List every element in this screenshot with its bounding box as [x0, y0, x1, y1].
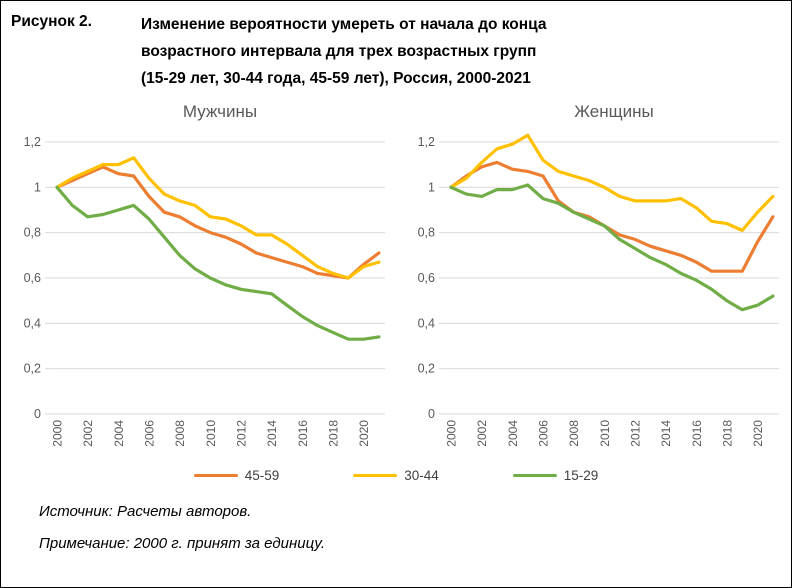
- legend-line-swatch: [193, 473, 238, 478]
- y-tick-label: 1,2: [24, 135, 41, 149]
- legend-line-swatch: [512, 473, 557, 478]
- x-tick-label: 2018: [326, 420, 340, 447]
- x-tick-label: 2020: [357, 420, 371, 447]
- figure-title-line-1: Изменение вероятности умереть от начала …: [141, 16, 547, 33]
- figure-footer: Источник: Расчеты авторов. Примечание: 2…: [39, 503, 791, 552]
- x-tick-label: 2006: [536, 420, 550, 447]
- y-tick-label: 0,6: [418, 271, 435, 285]
- series-line-45-59: [55, 165, 381, 280]
- y-tick-label: 0,4: [418, 316, 435, 330]
- series-line-45-59: [449, 160, 775, 273]
- y-tick-label: 0: [34, 407, 41, 421]
- x-tick-label: 2020: [751, 420, 765, 447]
- x-tick-label: 2004: [506, 420, 520, 447]
- note: Примечание: 2000 г. принят за единицу.: [39, 535, 325, 552]
- x-tick-label: 2014: [265, 420, 279, 447]
- chart-women-title: Женщины: [574, 102, 654, 121]
- chart-men-title: Мужчины: [182, 102, 258, 121]
- figure-number-label: Рисунок 2.: [11, 13, 92, 30]
- x-tick-label: 2012: [234, 420, 248, 447]
- x-tick-label: 2018: [720, 420, 734, 447]
- x-tick-label: 2008: [567, 420, 581, 447]
- legend-item-30-44: 30-44: [353, 468, 439, 483]
- legend-label: 30-44: [404, 468, 439, 483]
- chart-men: Мужчины 0 0,2 0,4 0,6 0,8 1 1,2 2000 2002 2004 200…: [5, 100, 393, 462]
- figure-title-line-2: возрастного интервала для трех возрастны…: [141, 43, 537, 60]
- figure-title-line-3: (15-29 лет, 30-44 года, 45-59 лет), Росс…: [141, 70, 531, 87]
- legend-label: 45-59: [244, 468, 280, 483]
- x-tick-label: 2008: [173, 420, 187, 447]
- y-tick-label: 1,2: [418, 135, 435, 149]
- y-tick-label: 0,4: [24, 316, 41, 330]
- x-tick-label: 2016: [296, 420, 310, 447]
- x-tick-label: 2010: [204, 420, 218, 447]
- y-tick-label: 0,6: [24, 271, 41, 285]
- x-tick-label: 2000: [445, 420, 459, 447]
- legend-item-45-59: 45-59: [193, 468, 280, 483]
- x-tick-label: 2006: [142, 420, 156, 447]
- legend-item-15-29: 15-29: [512, 468, 599, 483]
- men-chart-plot: 0 0,2 0,4 0,6 0,8 1 1,2 2000 2002 2004 2006 2008 201…: [24, 135, 385, 447]
- y-tick-label: 0,2: [24, 362, 41, 376]
- source-note: Источник: Расчеты авторов.: [39, 503, 252, 520]
- y-tick-label: 0,2: [418, 362, 435, 376]
- legend-label: 15-29: [563, 468, 599, 483]
- x-tick-label: 2016: [690, 420, 704, 447]
- x-tick-label: 2002: [475, 420, 489, 447]
- series-line-30-44: [55, 156, 381, 280]
- series-line-15-29: [449, 183, 775, 312]
- x-tick-label: 2002: [81, 420, 95, 447]
- x-tick-label: 2010: [598, 420, 612, 447]
- x-tick-label: 2000: [51, 420, 65, 447]
- charts-row: Мужчины 0 0,2 0,4 0,6 0,8 1 1,2 2000 2002 2004 200…: [1, 100, 791, 462]
- legend-line-swatch: [353, 473, 398, 478]
- legend: 45-59 30-44 15-29: [1, 468, 791, 483]
- x-tick-label: 2012: [628, 420, 642, 447]
- series-line-30-44: [449, 133, 775, 233]
- figure-title: Изменение вероятности умереть от начала …: [141, 11, 546, 92]
- x-tick-label: 2014: [659, 420, 673, 447]
- figure-header: Рисунок 2. Изменение вероятности умереть…: [1, 1, 791, 92]
- y-tick-label: 0,8: [418, 226, 435, 240]
- y-tick-label: 0: [428, 407, 435, 421]
- y-tick-label: 0,8: [24, 226, 41, 240]
- women-chart-plot: 0 0,2 0,4 0,6 0,8 1 1,2 2000 2002 2004 2006 2008 201…: [418, 133, 779, 447]
- x-tick-label: 2004: [112, 420, 126, 447]
- y-tick-label: 1: [428, 180, 435, 194]
- series-line-15-29: [55, 185, 381, 341]
- y-tick-label: 1: [34, 180, 41, 194]
- chart-women: Женщины 0 0,2 0,4 0,6 0,8 1 1,2 2000 2002 2004 200…: [399, 100, 787, 462]
